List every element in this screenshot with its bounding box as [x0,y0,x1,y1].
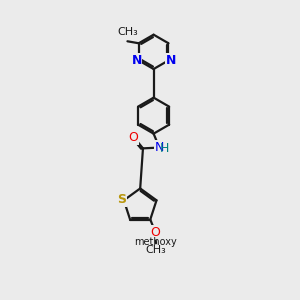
Text: CH₃: CH₃ [146,245,167,255]
Text: N: N [165,54,176,67]
Text: O: O [129,131,139,144]
Text: methoxy: methoxy [134,237,177,247]
Text: O: O [150,226,160,239]
Text: CH₃: CH₃ [117,27,138,37]
Text: N: N [131,54,142,67]
Text: S: S [117,193,126,206]
Text: H: H [160,142,169,155]
Text: N: N [155,141,164,154]
